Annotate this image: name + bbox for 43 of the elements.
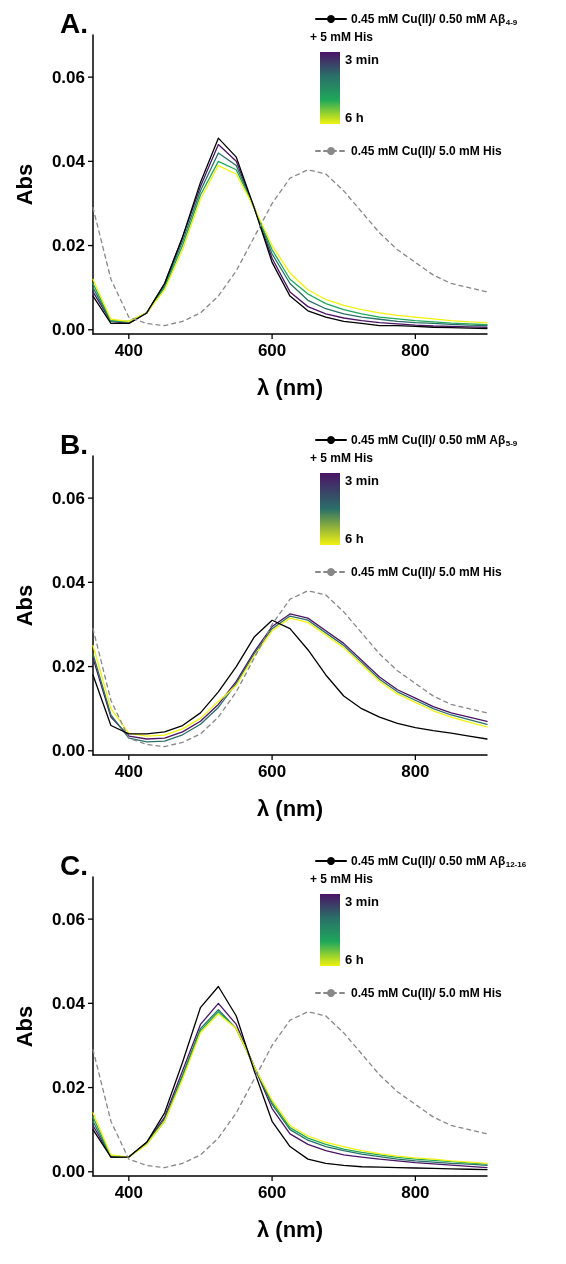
x-tick-label: 400 [114, 762, 144, 781]
legend-label: 0.45 mM Cu(II)/ 5.0 mM His [351, 144, 503, 158]
x-tick-label: 800 [401, 762, 430, 781]
y-tick-label: 0.06 [51, 488, 85, 508]
annotation: + 5 mM His [310, 30, 374, 44]
y-tick-label: 0.02 [51, 236, 85, 256]
y-tick-label: 0.04 [51, 151, 86, 171]
legend-label: 0.45 mM Cu(II)/ 5.0 mM His [351, 565, 503, 579]
annotation: + 5 mM His [310, 872, 374, 886]
annotation: 6 h [345, 531, 364, 546]
y-tick-label: 0.02 [51, 657, 85, 677]
x-axis-title: λ (nm) [257, 374, 323, 400]
x-tick-label: 800 [401, 341, 430, 360]
chart-title: C. [60, 849, 88, 881]
annotation: 3 min [345, 473, 379, 488]
y-tick-label: 0.00 [51, 320, 85, 340]
x-tick-label: 600 [257, 341, 287, 360]
x-axis-title: λ (nm) [257, 795, 323, 821]
x-tick-label: 600 [257, 1183, 287, 1202]
y-tick-label: 0.00 [51, 741, 85, 761]
x-tick-label: 400 [114, 341, 144, 360]
chart-title: B. [60, 428, 88, 460]
y-tick-label: 0.00 [51, 1162, 85, 1182]
y-tick-label: 0.02 [51, 1078, 85, 1098]
y-tick-label: 0.06 [51, 67, 85, 87]
chart-title: A. [60, 7, 88, 39]
annotation: 6 h [345, 110, 364, 125]
line-series [92, 590, 488, 748]
y-tick-label: 0.04 [51, 572, 86, 592]
y-tick-label: 0.04 [51, 993, 86, 1013]
y-axis-title: Abs [11, 1005, 37, 1048]
annotation: 3 min [345, 52, 379, 67]
y-axis-title: Abs [11, 584, 37, 627]
annotation: 6 h [345, 952, 364, 967]
annotation: 3 min [345, 894, 379, 909]
x-tick-label: 600 [257, 762, 287, 781]
x-axis-title: λ (nm) [257, 1216, 323, 1242]
legend-label: 0.45 mM Cu(II)/ 5.0 mM His [351, 986, 503, 1000]
y-axis-title: Abs [11, 163, 37, 206]
x-tick-label: 400 [114, 1183, 144, 1202]
x-tick-label: 800 [401, 1183, 430, 1202]
y-tick-label: 0.06 [51, 909, 85, 929]
annotation: + 5 mM His [310, 451, 374, 465]
